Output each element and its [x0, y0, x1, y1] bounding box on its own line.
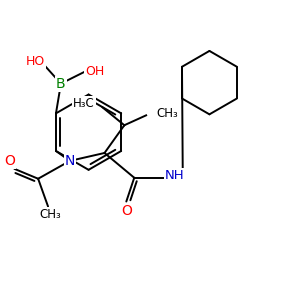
Text: B: B — [56, 76, 66, 91]
Text: HO: HO — [26, 55, 45, 68]
Text: O: O — [4, 154, 15, 168]
Text: O: O — [121, 204, 132, 218]
Text: H₃C: H₃C — [73, 97, 94, 110]
Text: OH: OH — [85, 65, 104, 78]
Text: N: N — [65, 154, 75, 168]
Text: NH: NH — [165, 169, 185, 182]
Text: CH₃: CH₃ — [39, 208, 61, 221]
Text: CH₃: CH₃ — [156, 107, 178, 120]
